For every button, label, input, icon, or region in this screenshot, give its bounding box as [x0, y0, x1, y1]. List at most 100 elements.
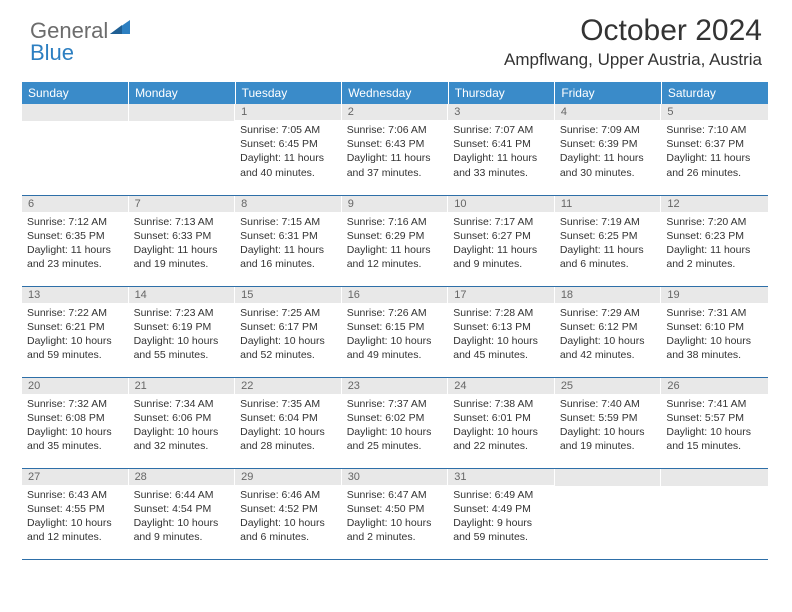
- sunset-text: Sunset: 6:31 PM: [240, 229, 337, 243]
- calendar-table: Sunday Monday Tuesday Wednesday Thursday…: [22, 82, 768, 560]
- sunset-text: Sunset: 4:52 PM: [240, 502, 337, 516]
- sunset-text: Sunset: 6:17 PM: [240, 320, 337, 334]
- day-cell: 10Sunrise: 7:17 AMSunset: 6:27 PMDayligh…: [448, 195, 555, 286]
- daylight-text: Daylight: 11 hours and 40 minutes.: [240, 151, 337, 179]
- sunrise-text: Sunrise: 7:35 AM: [240, 397, 337, 411]
- sunrise-text: Sunrise: 7:29 AM: [560, 306, 657, 320]
- day-data: [129, 121, 236, 127]
- daylight-text: Daylight: 11 hours and 12 minutes.: [347, 243, 444, 271]
- day-number: 29: [235, 469, 342, 485]
- day-number: 26: [661, 378, 768, 394]
- daylight-text: Daylight: 11 hours and 37 minutes.: [347, 151, 444, 179]
- week-row: 1Sunrise: 7:05 AMSunset: 6:45 PMDaylight…: [22, 104, 768, 195]
- day-cell: 14Sunrise: 7:23 AMSunset: 6:19 PMDayligh…: [129, 286, 236, 377]
- day-data: Sunrise: 7:05 AMSunset: 6:45 PMDaylight:…: [235, 120, 342, 183]
- day-cell: 16Sunrise: 7:26 AMSunset: 6:15 PMDayligh…: [342, 286, 449, 377]
- sunset-text: Sunset: 6:45 PM: [240, 137, 337, 151]
- sunrise-text: Sunrise: 7:19 AM: [560, 215, 657, 229]
- day-data: Sunrise: 6:44 AMSunset: 4:54 PMDaylight:…: [129, 485, 236, 548]
- sunset-text: Sunset: 6:01 PM: [453, 411, 550, 425]
- sunrise-text: Sunrise: 7:12 AM: [27, 215, 124, 229]
- day-number: 21: [129, 378, 236, 394]
- day-cell: 15Sunrise: 7:25 AMSunset: 6:17 PMDayligh…: [235, 286, 342, 377]
- sunrise-text: Sunrise: 7:34 AM: [134, 397, 231, 411]
- day-cell: 6Sunrise: 7:12 AMSunset: 6:35 PMDaylight…: [22, 195, 129, 286]
- day-number: 10: [448, 196, 555, 212]
- sunrise-text: Sunrise: 7:32 AM: [27, 397, 124, 411]
- daylight-text: Daylight: 11 hours and 30 minutes.: [560, 151, 657, 179]
- day-cell: [129, 104, 236, 195]
- daylight-text: Daylight: 10 hours and 15 minutes.: [666, 425, 763, 453]
- week-row: 27Sunrise: 6:43 AMSunset: 4:55 PMDayligh…: [22, 468, 768, 559]
- daylight-text: Daylight: 9 hours and 59 minutes.: [453, 516, 550, 544]
- daylight-text: Daylight: 10 hours and 52 minutes.: [240, 334, 337, 362]
- daylight-text: Daylight: 11 hours and 9 minutes.: [453, 243, 550, 271]
- day-number: 14: [129, 287, 236, 303]
- daylight-text: Daylight: 10 hours and 55 minutes.: [134, 334, 231, 362]
- sunrise-text: Sunrise: 6:46 AM: [240, 488, 337, 502]
- sunset-text: Sunset: 6:29 PM: [347, 229, 444, 243]
- logo-text-blue: Blue: [30, 40, 74, 66]
- dow-wednesday: Wednesday: [342, 82, 449, 104]
- dow-tuesday: Tuesday: [235, 82, 342, 104]
- day-data: [555, 486, 662, 492]
- sunset-text: Sunset: 5:57 PM: [666, 411, 763, 425]
- day-number: 16: [342, 287, 449, 303]
- day-data: Sunrise: 6:49 AMSunset: 4:49 PMDaylight:…: [448, 485, 555, 548]
- day-cell: 17Sunrise: 7:28 AMSunset: 6:13 PMDayligh…: [448, 286, 555, 377]
- day-data: Sunrise: 7:13 AMSunset: 6:33 PMDaylight:…: [129, 212, 236, 275]
- day-cell: 2Sunrise: 7:06 AMSunset: 6:43 PMDaylight…: [342, 104, 449, 195]
- day-data: Sunrise: 7:35 AMSunset: 6:04 PMDaylight:…: [235, 394, 342, 457]
- daylight-text: Daylight: 10 hours and 38 minutes.: [666, 334, 763, 362]
- sunrise-text: Sunrise: 7:23 AM: [134, 306, 231, 320]
- sunrise-text: Sunrise: 7:40 AM: [560, 397, 657, 411]
- day-number: 9: [342, 196, 449, 212]
- title-block: October 2024 Ampflwang, Upper Austria, A…: [504, 14, 762, 70]
- day-data: Sunrise: 7:20 AMSunset: 6:23 PMDaylight:…: [661, 212, 768, 275]
- sunrise-text: Sunrise: 7:05 AM: [240, 123, 337, 137]
- day-cell: 4Sunrise: 7:09 AMSunset: 6:39 PMDaylight…: [555, 104, 662, 195]
- day-data: Sunrise: 7:09 AMSunset: 6:39 PMDaylight:…: [555, 120, 662, 183]
- day-cell: 9 Sunrise: 7:16 AMSunset: 6:29 PMDaylight…: [342, 195, 449, 286]
- daylight-text: Daylight: 11 hours and 16 minutes.: [240, 243, 337, 271]
- day-data: Sunrise: 7:06 AMSunset: 6:43 PMDaylight:…: [342, 120, 449, 183]
- day-cell: [555, 468, 662, 559]
- daylight-text: Daylight: 11 hours and 33 minutes.: [453, 151, 550, 179]
- day-number: 19: [661, 287, 768, 303]
- day-data: Sunrise: 7:41 AMSunset: 5:57 PMDaylight:…: [661, 394, 768, 457]
- daylight-text: Daylight: 11 hours and 19 minutes.: [134, 243, 231, 271]
- week-row: 20Sunrise: 7:32 AMSunset: 6:08 PMDayligh…: [22, 377, 768, 468]
- sunrise-text: Sunrise: 7:16 AM: [347, 215, 444, 229]
- day-number: 13: [22, 287, 129, 303]
- day-data: Sunrise: 7:34 AMSunset: 6:06 PMDaylight:…: [129, 394, 236, 457]
- sunset-text: Sunset: 4:50 PM: [347, 502, 444, 516]
- day-cell: 12Sunrise: 7:20 AMSunset: 6:23 PMDayligh…: [661, 195, 768, 286]
- daylight-text: Daylight: 10 hours and 22 minutes.: [453, 425, 550, 453]
- day-cell: [22, 104, 129, 195]
- dow-monday: Monday: [129, 82, 236, 104]
- sunset-text: Sunset: 6:04 PM: [240, 411, 337, 425]
- sunset-text: Sunset: 6:19 PM: [134, 320, 231, 334]
- daylight-text: Daylight: 10 hours and 19 minutes.: [560, 425, 657, 453]
- sunrise-text: Sunrise: 7:15 AM: [240, 215, 337, 229]
- day-number: 1: [235, 104, 342, 120]
- day-data: Sunrise: 7:15 AMSunset: 6:31 PMDaylight:…: [235, 212, 342, 275]
- sunset-text: Sunset: 6:08 PM: [27, 411, 124, 425]
- day-number: 7: [129, 196, 236, 212]
- day-number: [661, 469, 768, 486]
- daylight-text: Daylight: 11 hours and 26 minutes.: [666, 151, 763, 179]
- sunset-text: Sunset: 4:49 PM: [453, 502, 550, 516]
- sunset-text: Sunset: 6:02 PM: [347, 411, 444, 425]
- sunset-text: Sunset: 6:15 PM: [347, 320, 444, 334]
- dow-thursday: Thursday: [448, 82, 555, 104]
- day-data: Sunrise: 7:37 AMSunset: 6:02 PMDaylight:…: [342, 394, 449, 457]
- day-data: Sunrise: 7:23 AMSunset: 6:19 PMDaylight:…: [129, 303, 236, 366]
- day-number: [555, 469, 662, 486]
- day-number: 15: [235, 287, 342, 303]
- daylight-text: Daylight: 10 hours and 42 minutes.: [560, 334, 657, 362]
- day-data: Sunrise: 7:29 AMSunset: 6:12 PMDaylight:…: [555, 303, 662, 366]
- day-data: Sunrise: 7:40 AMSunset: 5:59 PMDaylight:…: [555, 394, 662, 457]
- sunrise-text: Sunrise: 7:31 AM: [666, 306, 763, 320]
- day-cell: 3Sunrise: 7:07 AMSunset: 6:41 PMDaylight…: [448, 104, 555, 195]
- weekday-header-row: Sunday Monday Tuesday Wednesday Thursday…: [22, 82, 768, 104]
